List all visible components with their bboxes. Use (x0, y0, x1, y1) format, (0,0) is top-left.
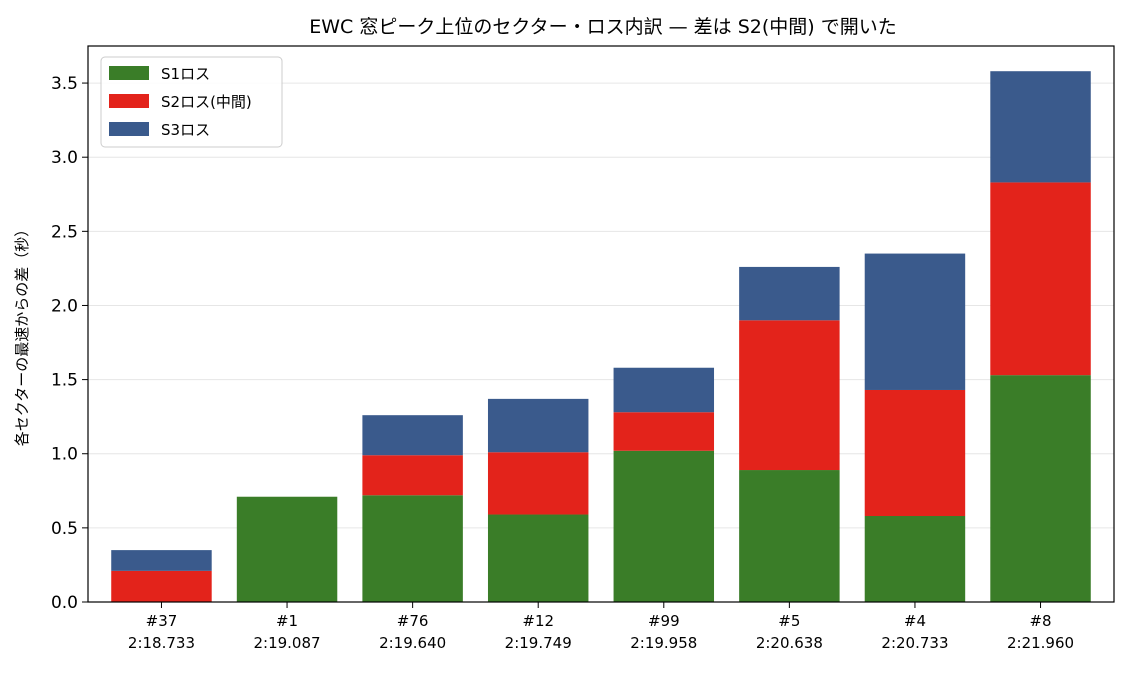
x-tick-label-car: #37 (146, 612, 178, 630)
bar-segment-s3 (487, 398, 589, 453)
x-tick-label-time: 2:19.087 (253, 634, 320, 652)
bar-segment-s3 (739, 266, 840, 321)
x-tick-label-car: #5 (778, 612, 800, 630)
y-tick-label: 0.5 (51, 519, 78, 539)
legend-label: S3ロス (161, 121, 210, 139)
x-tick-label-time: 2:21.960 (1007, 634, 1074, 652)
axes-layer: 0.0 0.5 1.0 1.5 2.0 2.5 3.0 3.5 #37 2:18.733 #1 2:1… (51, 45, 1115, 652)
x-tick-label-time: 2:18.733 (128, 634, 195, 652)
x-tick-label-car: #99 (648, 612, 680, 630)
chart-title: EWC 窓ピーク上位のセクター・ロス内訳 — 差は S2(中間) で開いた (309, 16, 896, 38)
bar-segment-s2 (990, 182, 1091, 376)
y-tick-label: 2.0 (51, 296, 78, 316)
y-tick-label: 3.5 (51, 74, 78, 94)
legend-swatch (109, 94, 149, 108)
y-tick-label: 1.0 (51, 445, 78, 465)
x-tick-label-car: #8 (1029, 612, 1051, 630)
y-axis-label: 各セクターの最速からの差（秒） (13, 222, 31, 446)
legend-swatch (109, 66, 149, 80)
legend: S1ロス S2ロス(中間) S3ロス (100, 56, 283, 148)
y-tick-label: 2.5 (51, 222, 78, 242)
bar-segment-s1 (613, 450, 715, 602)
x-tick-label-car: #4 (904, 612, 926, 630)
x-tick-label-time: 2:19.749 (505, 634, 572, 652)
legend-swatch (109, 122, 149, 136)
bar-segment-s1 (487, 514, 589, 602)
bars-layer (111, 71, 1091, 602)
bar-segment-s1 (362, 495, 463, 602)
bar-segment-s1 (739, 470, 840, 602)
bar-segment-s2 (613, 412, 715, 451)
bar-segment-s2 (739, 320, 840, 471)
bar-segment-s2 (487, 452, 589, 515)
y-tick-label: 1.5 (51, 371, 78, 391)
bar-segment-s1 (990, 375, 1091, 602)
y-tick-label: 0.0 (51, 593, 78, 613)
bar-segment-s2 (362, 455, 463, 496)
x-tick-label-car: #1 (276, 612, 298, 630)
x-tick-label-time: 2:20.733 (881, 634, 948, 652)
bar-segment-s2 (864, 389, 966, 517)
bar-segment-s1 (864, 516, 966, 602)
legend-label: S2ロス(中間) (161, 93, 252, 111)
bar-segment-s1 (236, 496, 338, 602)
bar-segment-s3 (111, 550, 212, 571)
bar-segment-s3 (613, 367, 715, 413)
plot-frame (87, 45, 1115, 603)
bar-segment-s3 (864, 253, 966, 390)
x-tick-label-time: 2:19.958 (630, 634, 697, 652)
legend-label: S1ロス (161, 65, 210, 83)
bar-segment-s3 (990, 71, 1091, 183)
x-tick-label-car: #12 (522, 612, 554, 630)
bar-segment-s2 (111, 570, 212, 602)
bar-segment-s3 (362, 415, 463, 456)
x-tick-label-car: #76 (397, 612, 429, 630)
y-tick-label: 3.0 (51, 148, 78, 168)
x-tick-label-time: 2:19.640 (379, 634, 446, 652)
x-tick-label-time: 2:20.638 (756, 634, 823, 652)
